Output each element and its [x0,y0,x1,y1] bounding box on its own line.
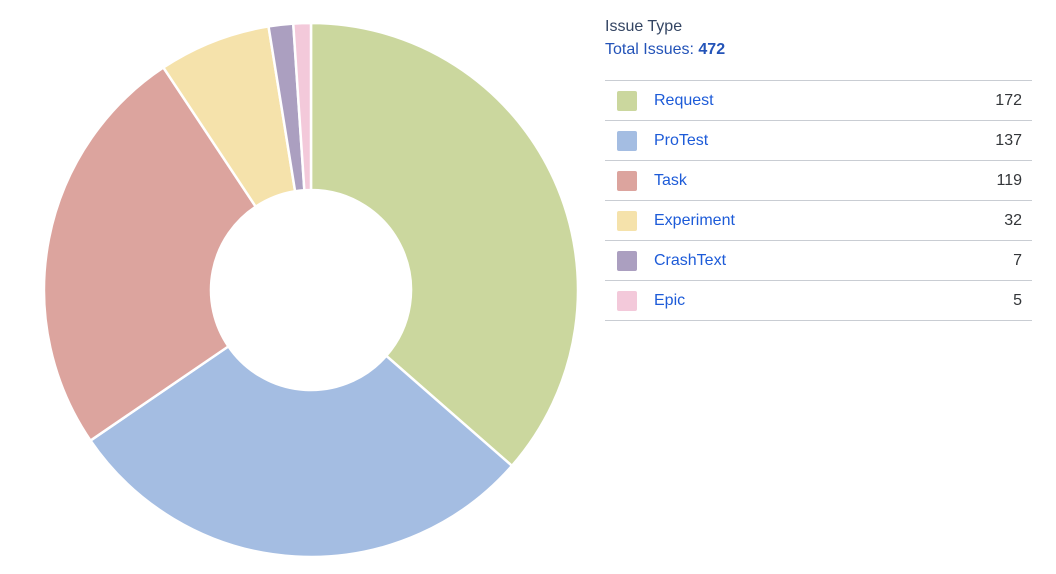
legend-row-protest: ProTest 137 [605,120,1032,160]
legend-row-epic: Epic 5 [605,280,1032,320]
legend-label-task[interactable]: Task [654,171,687,189]
legend-swatch-epic [617,290,637,311]
chart-title: Issue Type [605,18,683,35]
donut-svg [42,21,580,559]
legend-label-epic[interactable]: Epic [654,291,686,309]
legend-row-task: Task 119 [605,160,1032,200]
legend-swatch-protest [617,130,637,151]
legend-swatch-experiment [617,210,637,231]
legend-value-request: 172 [995,91,1022,109]
legend-value-crashtext: 7 [1013,251,1022,269]
legend-label-crashtext[interactable]: CrashText [654,251,727,269]
donut-slice-epic[interactable] [291,21,313,192]
donut-slice-task[interactable] [42,66,257,442]
legend-swatch-task [617,170,637,191]
legend-value-protest: 137 [995,131,1022,149]
legend-row-crashtext: CrashText 7 [605,240,1032,280]
legend-swatch-request [617,90,637,111]
legend-value-experiment: 32 [1004,211,1022,229]
legend-swatch-crashtext [617,250,637,271]
legend-label-protest[interactable]: ProTest [654,131,709,149]
legend-label-experiment[interactable]: Experiment [654,211,735,229]
donut-slice-protest[interactable] [89,345,514,559]
total-issues-label: Total Issues: [605,41,694,58]
legend-value-epic: 5 [1013,291,1022,309]
legend-row-experiment: Experiment 32 [605,200,1032,240]
legend-value-task: 119 [996,171,1022,189]
legend-panel: Issue Type Total Issues: 472 Request 172… [605,15,1032,321]
donut-chart [42,21,580,559]
legend-label-request[interactable]: Request [654,91,714,109]
donut-slice-request[interactable] [309,21,580,468]
total-issues: Total Issues: 472 [605,38,1032,61]
legend-table: Request 172 ProTest 137 Task 119 Experim… [605,80,1032,321]
legend-row-request: Request 172 [605,80,1032,120]
total-issues-value: 472 [698,41,726,58]
